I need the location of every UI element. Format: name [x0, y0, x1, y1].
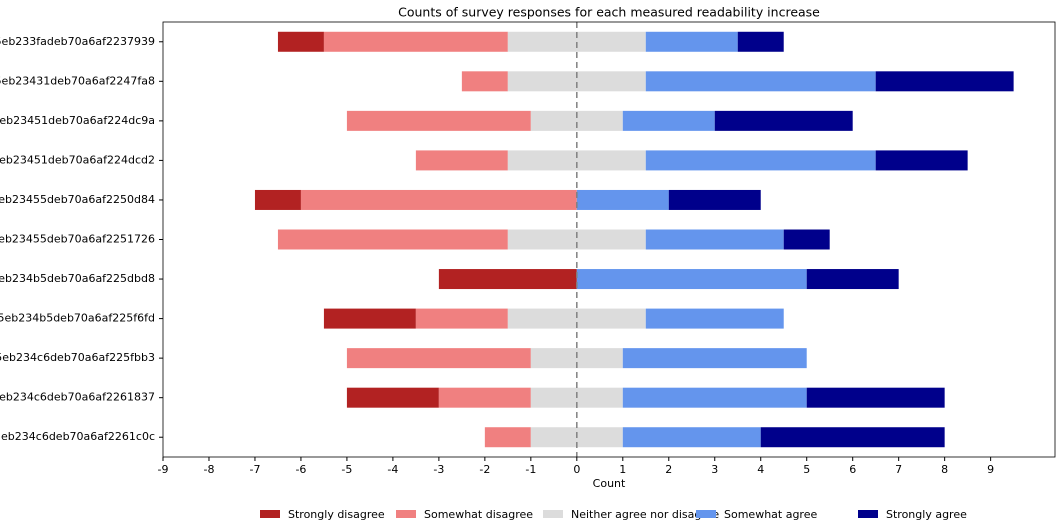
bar-segment: [415, 150, 508, 171]
y-tick-label: 5eb23451deb70a6af224dcd2: [0, 153, 155, 166]
legend-swatch: [858, 510, 878, 518]
bar-segment: [530, 348, 623, 369]
x-tick-label: 6: [849, 463, 856, 476]
bar-segment: [645, 71, 876, 92]
bar-segment: [668, 189, 761, 210]
x-tick-label: -3: [433, 463, 444, 476]
y-tick-label: 5eb234c6deb70a6af2261837: [0, 391, 155, 404]
bar-segment: [645, 229, 784, 250]
x-tick-label: 0: [573, 463, 580, 476]
x-tick-label: -7: [249, 463, 260, 476]
x-tick-label: -5: [341, 463, 352, 476]
bar-segment: [645, 150, 876, 171]
legend-swatch: [396, 510, 416, 518]
x-tick-label: -1: [525, 463, 536, 476]
bar-segment: [346, 387, 439, 408]
bar-segment: [806, 387, 945, 408]
y-tick-label: 5eb233fadeb70a6af2237939: [0, 35, 155, 48]
y-tick-label: 5eb234b5deb70a6af225f6fd: [0, 312, 155, 325]
bar-segment: [277, 31, 324, 52]
plot-frame: [162, 21, 1056, 458]
bar-segment: [461, 71, 508, 92]
bar-segment: [323, 308, 416, 329]
x-tick-label: -9: [158, 463, 169, 476]
bar-segment: [507, 229, 646, 250]
legend-swatch: [260, 510, 280, 518]
legend-label: Strongly disagree: [288, 508, 385, 521]
x-tick-label: 5: [803, 463, 810, 476]
y-tick-label: 5eb234c6deb70a6af2261c0c: [0, 430, 155, 443]
legend-swatch: [543, 510, 563, 518]
y-tick-label: 5eb23451deb70a6af224dc9a: [0, 114, 155, 127]
bar-segment: [507, 71, 646, 92]
bar-segment: [622, 348, 807, 369]
y-tick-label: 5eb23455deb70a6af2250d84: [0, 193, 155, 206]
y-tick-label: 5eb23455deb70a6af2251726: [0, 233, 155, 246]
x-tick-label: 3: [711, 463, 718, 476]
bar-segment: [714, 110, 853, 131]
chart-title: Counts of survey responses for each meas…: [398, 5, 820, 20]
bar-segment: [576, 189, 669, 210]
bar-segment: [806, 269, 899, 290]
bar-segment: [346, 110, 531, 131]
y-tick-label: 5eb23431deb70a6af2247fa8: [0, 74, 155, 87]
bar-segment: [645, 31, 738, 52]
bar-segment: [415, 308, 508, 329]
y-tick-label: 5eb234b5deb70a6af225dbd8: [0, 272, 155, 285]
bar-segment: [622, 110, 715, 131]
y-tick-label: 5eb234c6deb70a6af225fbb3: [0, 351, 155, 364]
x-tick-label: 2: [665, 463, 672, 476]
bar-segment: [323, 31, 508, 52]
legend-label: Somewhat agree: [724, 508, 817, 521]
bar-segment: [783, 229, 830, 250]
x-tick-label: -6: [295, 463, 306, 476]
bar-segment: [507, 308, 646, 329]
bar-segment: [484, 427, 531, 448]
bar-segment: [277, 229, 508, 250]
x-tick-label: 7: [895, 463, 902, 476]
bar-segment: [507, 31, 646, 52]
bar-segment: [622, 387, 807, 408]
x-tick-label: 8: [941, 463, 948, 476]
bar-segment: [622, 427, 761, 448]
bar-segment: [875, 150, 968, 171]
bar-segment: [530, 110, 623, 131]
x-tick-label: -4: [387, 463, 398, 476]
bar-segment: [760, 427, 945, 448]
legend-label: Somewhat disagree: [424, 508, 533, 521]
bar-segment: [576, 269, 807, 290]
x-tick-label: 1: [619, 463, 626, 476]
bar-segment: [875, 71, 1014, 92]
bar-segment: [438, 387, 531, 408]
x-tick-label: -2: [479, 463, 490, 476]
bar-segment: [737, 31, 784, 52]
x-tick-label: 4: [757, 463, 764, 476]
bar-segment: [254, 189, 301, 210]
x-tick-label: -8: [203, 463, 214, 476]
x-axis-label: Count: [593, 477, 626, 490]
bar-segment: [507, 150, 646, 171]
bar-segment: [438, 269, 577, 290]
bar-segment: [346, 348, 531, 369]
bar-segment: [300, 189, 577, 210]
legend-label: Strongly agree: [886, 508, 967, 521]
legend-swatch: [696, 510, 716, 518]
legend-label: Neither agree nor disagree: [571, 508, 719, 521]
bar-segment: [645, 308, 784, 329]
x-tick-label: 9: [987, 463, 994, 476]
